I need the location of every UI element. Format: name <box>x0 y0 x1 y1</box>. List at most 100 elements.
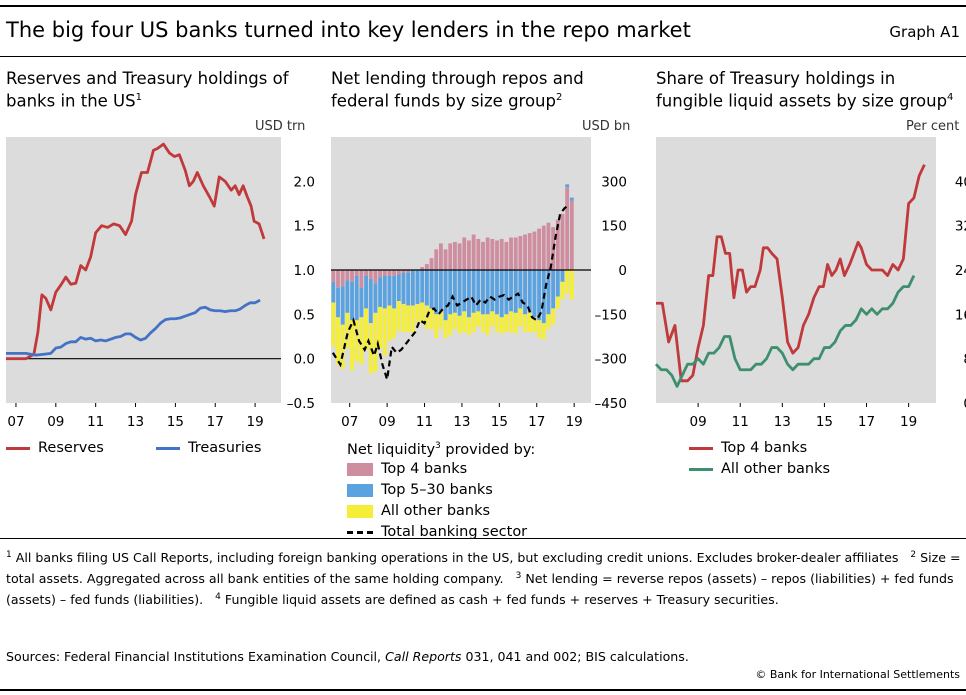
bar-top-5-30-banks <box>443 270 448 321</box>
bar-all-other-banks <box>364 308 368 350</box>
line-reserves <box>6 142 266 361</box>
bar-top-5-30-banks <box>434 270 439 315</box>
bar-top-4-banks <box>420 267 425 270</box>
bar-all-other-banks <box>485 314 490 336</box>
line-all-other-banks <box>654 274 916 388</box>
bar-top-5-30-banks <box>546 270 551 315</box>
bottom-rule <box>0 689 966 691</box>
p3-xtick-label: 17 <box>858 414 875 430</box>
bar-top-4-banks <box>336 270 340 288</box>
bar-all-other-banks <box>448 314 453 336</box>
bar-all-other-banks <box>569 270 574 300</box>
bar-top-5-30-banks <box>569 197 574 201</box>
bar-top-4-banks <box>546 222 551 270</box>
legend3-top4-swatch <box>689 446 713 450</box>
bar-all-other-banks <box>331 302 336 347</box>
bar-top-5-30-banks <box>387 275 392 306</box>
bar-all-other-banks <box>401 303 406 333</box>
bar-top-5-30-banks <box>476 270 481 312</box>
bar-all-other-banks <box>504 314 509 333</box>
bar-all-other-banks <box>378 306 383 349</box>
bar-top-4-banks <box>523 234 527 270</box>
bar-all-other-banks <box>499 317 504 334</box>
p1-ytick-label: 1.0 <box>294 263 315 279</box>
bar-top-4-banks <box>340 270 345 287</box>
legend-total-line: Total banking sector <box>347 524 527 540</box>
bar-top-4-banks <box>331 270 336 282</box>
bar-top-5-30-banks <box>401 272 406 304</box>
p3-xtick-label: 11 <box>732 414 749 430</box>
bar-top-4-banks <box>527 233 532 270</box>
bar-top-4-banks <box>429 258 434 270</box>
bar-all-other-banks <box>523 314 527 333</box>
bar-top-4-banks <box>373 270 378 284</box>
p3-ytick-label: 40 <box>955 174 966 190</box>
bar-top-4-banks <box>359 270 364 288</box>
bar-all-other-banks <box>434 314 439 338</box>
bar-all-other-banks <box>555 296 560 309</box>
bar-top-5-30-banks <box>467 270 471 318</box>
bar-all-other-banks <box>345 312 350 349</box>
bar-top-4-banks <box>345 270 350 281</box>
bar-top-5-30-banks <box>373 283 378 313</box>
bar-top-4-banks <box>490 238 495 270</box>
bar-top-5-30-banks <box>350 281 354 321</box>
bar-all-other-banks <box>467 317 471 336</box>
bar-top-4-banks <box>424 264 429 270</box>
bar-top-5-30-banks <box>560 270 565 282</box>
bar-top-5-30-banks <box>518 270 523 309</box>
bar-all-other-banks <box>541 323 546 340</box>
p2-xtick-label: 15 <box>491 414 508 430</box>
bar-all-other-banks <box>392 308 397 338</box>
p3-ytick-label: 16 <box>955 307 966 323</box>
bar-top-4-banks <box>541 225 546 270</box>
p1-ytick-label: 0.0 <box>294 352 315 368</box>
bar-top-4-banks <box>569 200 574 270</box>
p3-ytick-label: 0 <box>963 396 966 412</box>
title-rule <box>0 56 966 57</box>
bar-all-other-banks <box>471 312 476 333</box>
legend-allother-line: All other banks <box>689 461 830 477</box>
legend-top4-bars: Top 4 banks <box>347 461 467 477</box>
legend-top5-30-bars: Top 5–30 banks <box>347 482 493 498</box>
bar-top-4-banks <box>406 270 411 273</box>
bar-top-5-30-banks <box>523 270 527 315</box>
bar-top-5-30-banks <box>336 287 340 318</box>
page-title: The big four US banks turned into key le… <box>6 18 691 42</box>
legend3-allother-swatch <box>689 467 713 471</box>
p2-ytick-label: 0 <box>618 263 627 279</box>
legend2-header: Net liquidity3 provided by: <box>347 441 536 458</box>
bar-top-5-30-banks <box>532 270 537 318</box>
panel3-unit: Per cent <box>906 119 960 134</box>
bar-top-5-30-banks <box>457 270 462 316</box>
p3-xtick-label: 09 <box>690 414 707 430</box>
legend-reserves-swatch <box>6 446 30 450</box>
legend-other-bars: All other banks <box>347 503 490 519</box>
bar-all-other-banks <box>373 312 378 372</box>
bar-top-4-banks <box>453 241 457 270</box>
bar-top-5-30-banks <box>415 270 420 304</box>
p3-ytick-label: 32 <box>955 219 966 235</box>
bar-top-5-30-banks <box>499 270 504 318</box>
bar-all-other-banks <box>476 311 481 327</box>
bar-all-other-banks <box>560 281 565 300</box>
bar-top-5-30-banks <box>555 270 560 297</box>
bar-top-4-banks <box>499 238 504 270</box>
p1-xtick-label: 17 <box>207 414 224 430</box>
panel2-title: Net lending through repos and federal fu… <box>331 69 584 111</box>
p1-xtick-label: 15 <box>167 414 184 430</box>
line-treasuries <box>6 298 261 357</box>
bar-top-5-30-banks <box>448 270 453 315</box>
p2-ytick-label: –450 <box>594 396 627 412</box>
bar-all-other-banks <box>340 324 345 370</box>
p1-ytick-label: 0.5 <box>294 307 315 323</box>
bar-all-other-banks <box>513 312 518 334</box>
p3-xtick-label: 13 <box>774 414 791 430</box>
bar-top-4-banks <box>401 270 406 273</box>
bar-all-other-banks <box>410 305 415 333</box>
p2-xtick-label: 09 <box>379 414 396 430</box>
p3-xtick-label: 15 <box>816 414 833 430</box>
bar-top-5-30-banks <box>537 270 542 321</box>
bar-all-other-banks <box>350 320 354 371</box>
